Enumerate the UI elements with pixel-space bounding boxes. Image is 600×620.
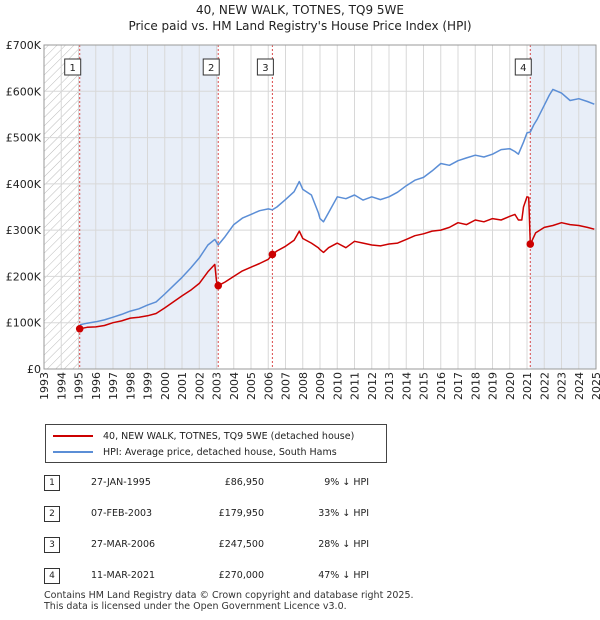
event-hpi-diff: 47% ↓ HPI bbox=[318, 570, 369, 581]
x-tick-label: 2011 bbox=[349, 372, 362, 400]
y-tick-label: £400K bbox=[6, 178, 42, 191]
sale-point bbox=[526, 240, 535, 248]
event-hpi-diff: 9% ↓ HPI bbox=[324, 477, 369, 488]
plot-frame bbox=[43, 44, 597, 370]
x-tick-label: 1997 bbox=[107, 372, 120, 400]
legend-swatch-price-paid bbox=[53, 435, 93, 437]
x-tick-label: 2023 bbox=[556, 372, 569, 400]
y-tick-label: £200K bbox=[6, 270, 42, 283]
x-tick-label: 1993 bbox=[38, 372, 51, 400]
y-tick-label: £700K bbox=[6, 39, 42, 52]
x-tick-label: 2002 bbox=[193, 372, 206, 400]
x-tick-label: 2017 bbox=[452, 372, 465, 400]
x-tick-label: 1996 bbox=[90, 372, 103, 400]
chart-title: 40, NEW WALK, TOTNES, TQ9 5WE bbox=[196, 3, 404, 17]
event-price: £270,000 bbox=[218, 570, 264, 581]
event-number-badge: 4 bbox=[44, 568, 60, 584]
event-number-badge: 2 bbox=[44, 506, 60, 522]
x-tick-label: 2024 bbox=[573, 372, 586, 400]
event-number-badge: 1 bbox=[44, 475, 60, 491]
x-tick-label: 2021 bbox=[521, 372, 534, 400]
x-tick-label: 2000 bbox=[159, 372, 172, 400]
event-date: 11-MAR-2021 bbox=[91, 570, 156, 581]
x-tick-label: 1998 bbox=[124, 372, 137, 400]
event-label-box bbox=[514, 58, 532, 76]
x-tick-label: 2020 bbox=[504, 372, 517, 400]
x-tick-label: 2005 bbox=[245, 372, 258, 400]
x-tick-label: 2004 bbox=[228, 372, 241, 400]
event-label-text: 1 bbox=[70, 63, 76, 74]
sale-point bbox=[214, 281, 223, 290]
x-tick-label: 2012 bbox=[366, 372, 379, 400]
chart-subtitle: Price paid vs. HM Land Registry's House … bbox=[128, 19, 472, 33]
event-date: 27-JAN-1995 bbox=[91, 477, 151, 488]
sale-point bbox=[75, 324, 84, 333]
event-label-box bbox=[202, 58, 220, 76]
event-row: 1 27-JAN-1995 £86,950 9% ↓ HPI bbox=[44, 475, 374, 493]
event-row: 4 11-MAR-2021 £270,000 47% ↓ HPI bbox=[44, 568, 374, 586]
y-tick-label: £0 bbox=[27, 363, 41, 376]
x-tick-label: 2013 bbox=[383, 372, 396, 400]
event-label-box bbox=[64, 58, 82, 76]
footer: Contains HM Land Registry data © Crown c… bbox=[44, 590, 414, 612]
x-tick-label: 2018 bbox=[469, 372, 482, 400]
hatched-region bbox=[44, 45, 80, 369]
x-tick-label: 2006 bbox=[262, 372, 275, 400]
x-tick-label: 1999 bbox=[142, 372, 155, 400]
event-price: £86,950 bbox=[224, 477, 264, 488]
legend-label-price-paid: 40, NEW WALK, TOTNES, TQ9 5WE (detached … bbox=[103, 430, 355, 442]
x-tick-label: 2010 bbox=[331, 372, 344, 400]
y-tick-label: £500K bbox=[6, 132, 42, 145]
x-tick-label: 2019 bbox=[487, 372, 500, 400]
shaded-period bbox=[530, 45, 596, 369]
x-tick-label: 2007 bbox=[280, 372, 293, 400]
event-hpi-diff: 28% ↓ HPI bbox=[318, 539, 369, 550]
event-number-badge: 3 bbox=[44, 537, 60, 553]
y-tick-label: £100K bbox=[6, 317, 42, 330]
event-label-text: 4 bbox=[520, 63, 526, 74]
x-tick-label: 2014 bbox=[400, 372, 413, 400]
x-tick-label: 2022 bbox=[538, 372, 551, 400]
hpi-line bbox=[79, 88, 595, 326]
x-tick-label: 2015 bbox=[418, 372, 431, 400]
event-hpi-diff: 33% ↓ HPI bbox=[318, 508, 369, 519]
event-label-text: 3 bbox=[262, 63, 268, 74]
footer-copyright: Contains HM Land Registry data © Crown c… bbox=[44, 590, 414, 601]
x-tick-label: 2025 bbox=[590, 372, 600, 400]
price-chart: 1 2 3 4 £0 £100K £200K £300K £400K £500K £600K £700… bbox=[6, 39, 600, 400]
event-row: 2 07-FEB-2003 £179,950 33% ↓ HPI bbox=[44, 506, 374, 524]
sale-point bbox=[268, 250, 277, 259]
event-label-box bbox=[256, 58, 274, 76]
legend-item-hpi: HPI: Average price, detached house, Sout… bbox=[53, 445, 337, 459]
y-tick-label: £300K bbox=[6, 224, 42, 237]
x-tick-label: 2009 bbox=[314, 372, 327, 400]
x-tick-label: 2016 bbox=[435, 372, 448, 400]
x-tick-label: 1995 bbox=[73, 372, 86, 400]
price-paid-line bbox=[79, 196, 595, 330]
x-tick-label: 2001 bbox=[176, 372, 189, 400]
legend: 40, NEW WALK, TOTNES, TQ9 5WE (detached … bbox=[45, 424, 387, 463]
legend-swatch-hpi bbox=[53, 451, 93, 453]
footer-licence: This data is licensed under the Open Gov… bbox=[44, 601, 347, 612]
event-price: £247,500 bbox=[218, 539, 264, 550]
event-row: 3 27-MAR-2006 £247,500 28% ↓ HPI bbox=[44, 537, 374, 555]
x-tick-label: 2003 bbox=[211, 372, 224, 400]
legend-item-price-paid: 40, NEW WALK, TOTNES, TQ9 5WE (detached … bbox=[53, 429, 354, 443]
y-tick-label: £600K bbox=[6, 85, 42, 98]
event-date: 27-MAR-2006 bbox=[91, 539, 156, 550]
legend-label-hpi: HPI: Average price, detached house, Sout… bbox=[103, 446, 337, 458]
x-tick-label: 1994 bbox=[55, 372, 68, 400]
event-date: 07-FEB-2003 bbox=[91, 508, 153, 519]
x-tick-label: 2008 bbox=[297, 372, 310, 400]
event-price: £179,950 bbox=[218, 508, 264, 519]
event-label-text: 2 bbox=[208, 63, 214, 74]
